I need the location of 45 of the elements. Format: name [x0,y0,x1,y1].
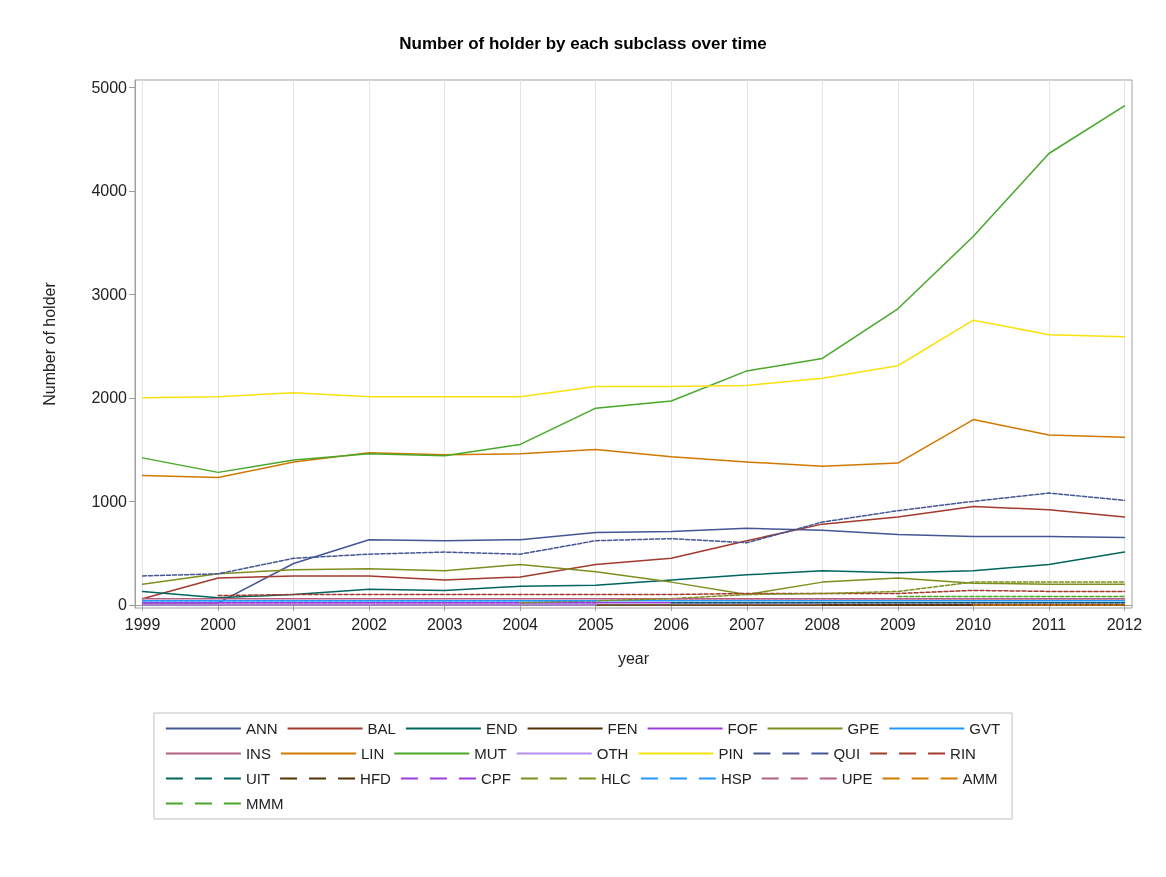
legend-label: MUT [474,745,507,762]
x-tick-label: 2000 [200,615,236,633]
legend-label: HFD [360,770,392,787]
chart-title: Number of holder by each subclass over time [399,34,767,53]
legend-label: FEN [607,720,638,737]
legend-label: HLC [600,770,632,787]
y-tick-label: 5000 [91,78,128,96]
y-tick-label: 2000 [91,389,128,407]
legend-label: ANN [245,720,278,737]
legend-label: QUI [833,745,861,762]
x-tick-label: 2003 [426,615,463,633]
legend-label: HSP [720,770,752,787]
x-tick-label: 2010 [955,615,992,633]
legend-label: CPF [480,770,511,787]
x-tick-label: 2012 [1106,615,1143,633]
y-tick-label: 4000 [91,182,128,200]
x-tick-label: 2008 [804,615,841,633]
y-axis-title: Number of holder [40,281,58,406]
legend-label: UIT [245,770,271,787]
y-tick-label: 0 [118,596,128,614]
legend-label: UPE [841,770,873,787]
y-tick-label: 3000 [91,285,128,303]
legend-label: MMM [245,795,284,812]
x-axis-title: year [617,649,650,667]
legend-label: OTH [596,745,629,762]
y-tick-label: 1000 [91,492,128,510]
x-tick-label: 2006 [653,615,690,633]
x-tick-label: 2011 [1031,615,1067,633]
legend-label: END [485,720,518,737]
legend-label: FOF [727,720,758,737]
legend-label: GPE [847,720,880,737]
legend-label: INS [245,745,271,762]
x-tick-label: 2004 [502,615,539,633]
legend-label: RIN [950,745,976,762]
legend-label: AMM [962,770,998,787]
x-tick-label: 2005 [577,615,614,633]
legend-label: LIN [360,745,385,762]
legend-label: GVT [969,720,1001,737]
legend-label: BAL [367,720,396,737]
x-tick-label: 2002 [351,615,388,633]
legend-label: PIN [718,745,744,762]
x-tick-label: 2009 [880,615,916,633]
x-tick-label: 2001 [275,615,312,633]
x-tick-label: 1999 [124,615,161,633]
x-tick-label: 2007 [729,615,765,633]
